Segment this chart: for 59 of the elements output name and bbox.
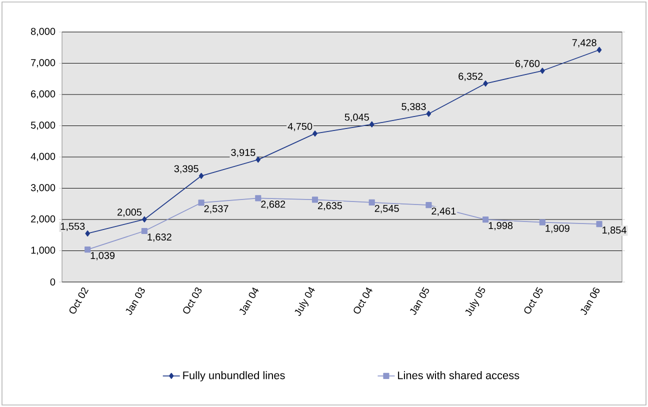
data-label: 2,682: [261, 200, 286, 209]
data-label: 3,395: [174, 165, 198, 174]
y-tick-label: 8,000: [30, 28, 56, 36]
y-tick-label: 3,000: [30, 184, 56, 192]
data-label: 6,760: [515, 60, 540, 68]
data-label: 1,039: [90, 252, 115, 260]
point: [483, 80, 488, 87]
data-label: 1,998: [488, 222, 513, 230]
x-tick-label: Jan 05: [410, 287, 429, 315]
data-label: 6,352: [458, 72, 483, 82]
point: [141, 228, 148, 234]
x-tick-label: Oct 05: [524, 287, 543, 314]
data-label: 7,428: [572, 39, 596, 48]
point: [198, 200, 204, 206]
data-label: 2,537: [204, 205, 228, 214]
point: [85, 230, 90, 237]
data-label: 2,005: [118, 208, 142, 217]
point: [596, 221, 602, 228]
point: [256, 156, 261, 163]
point: [369, 121, 374, 128]
x-tick-label: Jan 06: [580, 287, 600, 315]
point: [426, 202, 432, 208]
legend-label: Lines with shared access: [398, 371, 520, 380]
legend-label: Fully unbundled lines: [183, 371, 285, 382]
x-tick-label: Jan 03: [126, 287, 145, 315]
data-label: 5,045: [344, 114, 369, 122]
point: [312, 130, 318, 137]
point: [198, 172, 204, 179]
point: [312, 196, 318, 203]
y-tick-label: 1,000: [31, 246, 56, 255]
data-label: 3,915: [231, 148, 256, 158]
data-label: 5,383: [402, 103, 426, 112]
data-label: 1,632: [148, 233, 172, 242]
y-tick-label: 6,000: [31, 90, 56, 99]
point: [84, 246, 91, 253]
point: [426, 110, 432, 117]
y-tick-label: 0: [50, 278, 56, 286]
x-tick-label: Oct 03: [183, 287, 202, 314]
point: [596, 46, 602, 53]
data-label: 1,909: [546, 224, 570, 234]
data-label: 2,545: [374, 204, 399, 214]
point: [540, 68, 545, 74]
data-label: 4,750: [288, 122, 312, 132]
point: [368, 199, 375, 206]
y-tick-label: 4,000: [30, 152, 56, 162]
data-label: 2,635: [318, 202, 342, 210]
point: [255, 195, 262, 202]
x-tick-label: Oct 02: [69, 287, 89, 314]
point: [482, 216, 489, 223]
x-tick-label: Oct 04: [354, 287, 372, 314]
y-tick-label: 5,000: [30, 122, 56, 130]
x-tick-label: Jan 04: [239, 287, 259, 315]
data-label: 1,553: [60, 222, 85, 231]
y-tick-label: 7,000: [31, 59, 56, 68]
point: [539, 219, 546, 226]
data-label: 1,854: [602, 226, 626, 235]
data-label: 2,461: [432, 208, 456, 216]
y-tick-label: 2,000: [31, 215, 56, 224]
point: [142, 216, 147, 222]
